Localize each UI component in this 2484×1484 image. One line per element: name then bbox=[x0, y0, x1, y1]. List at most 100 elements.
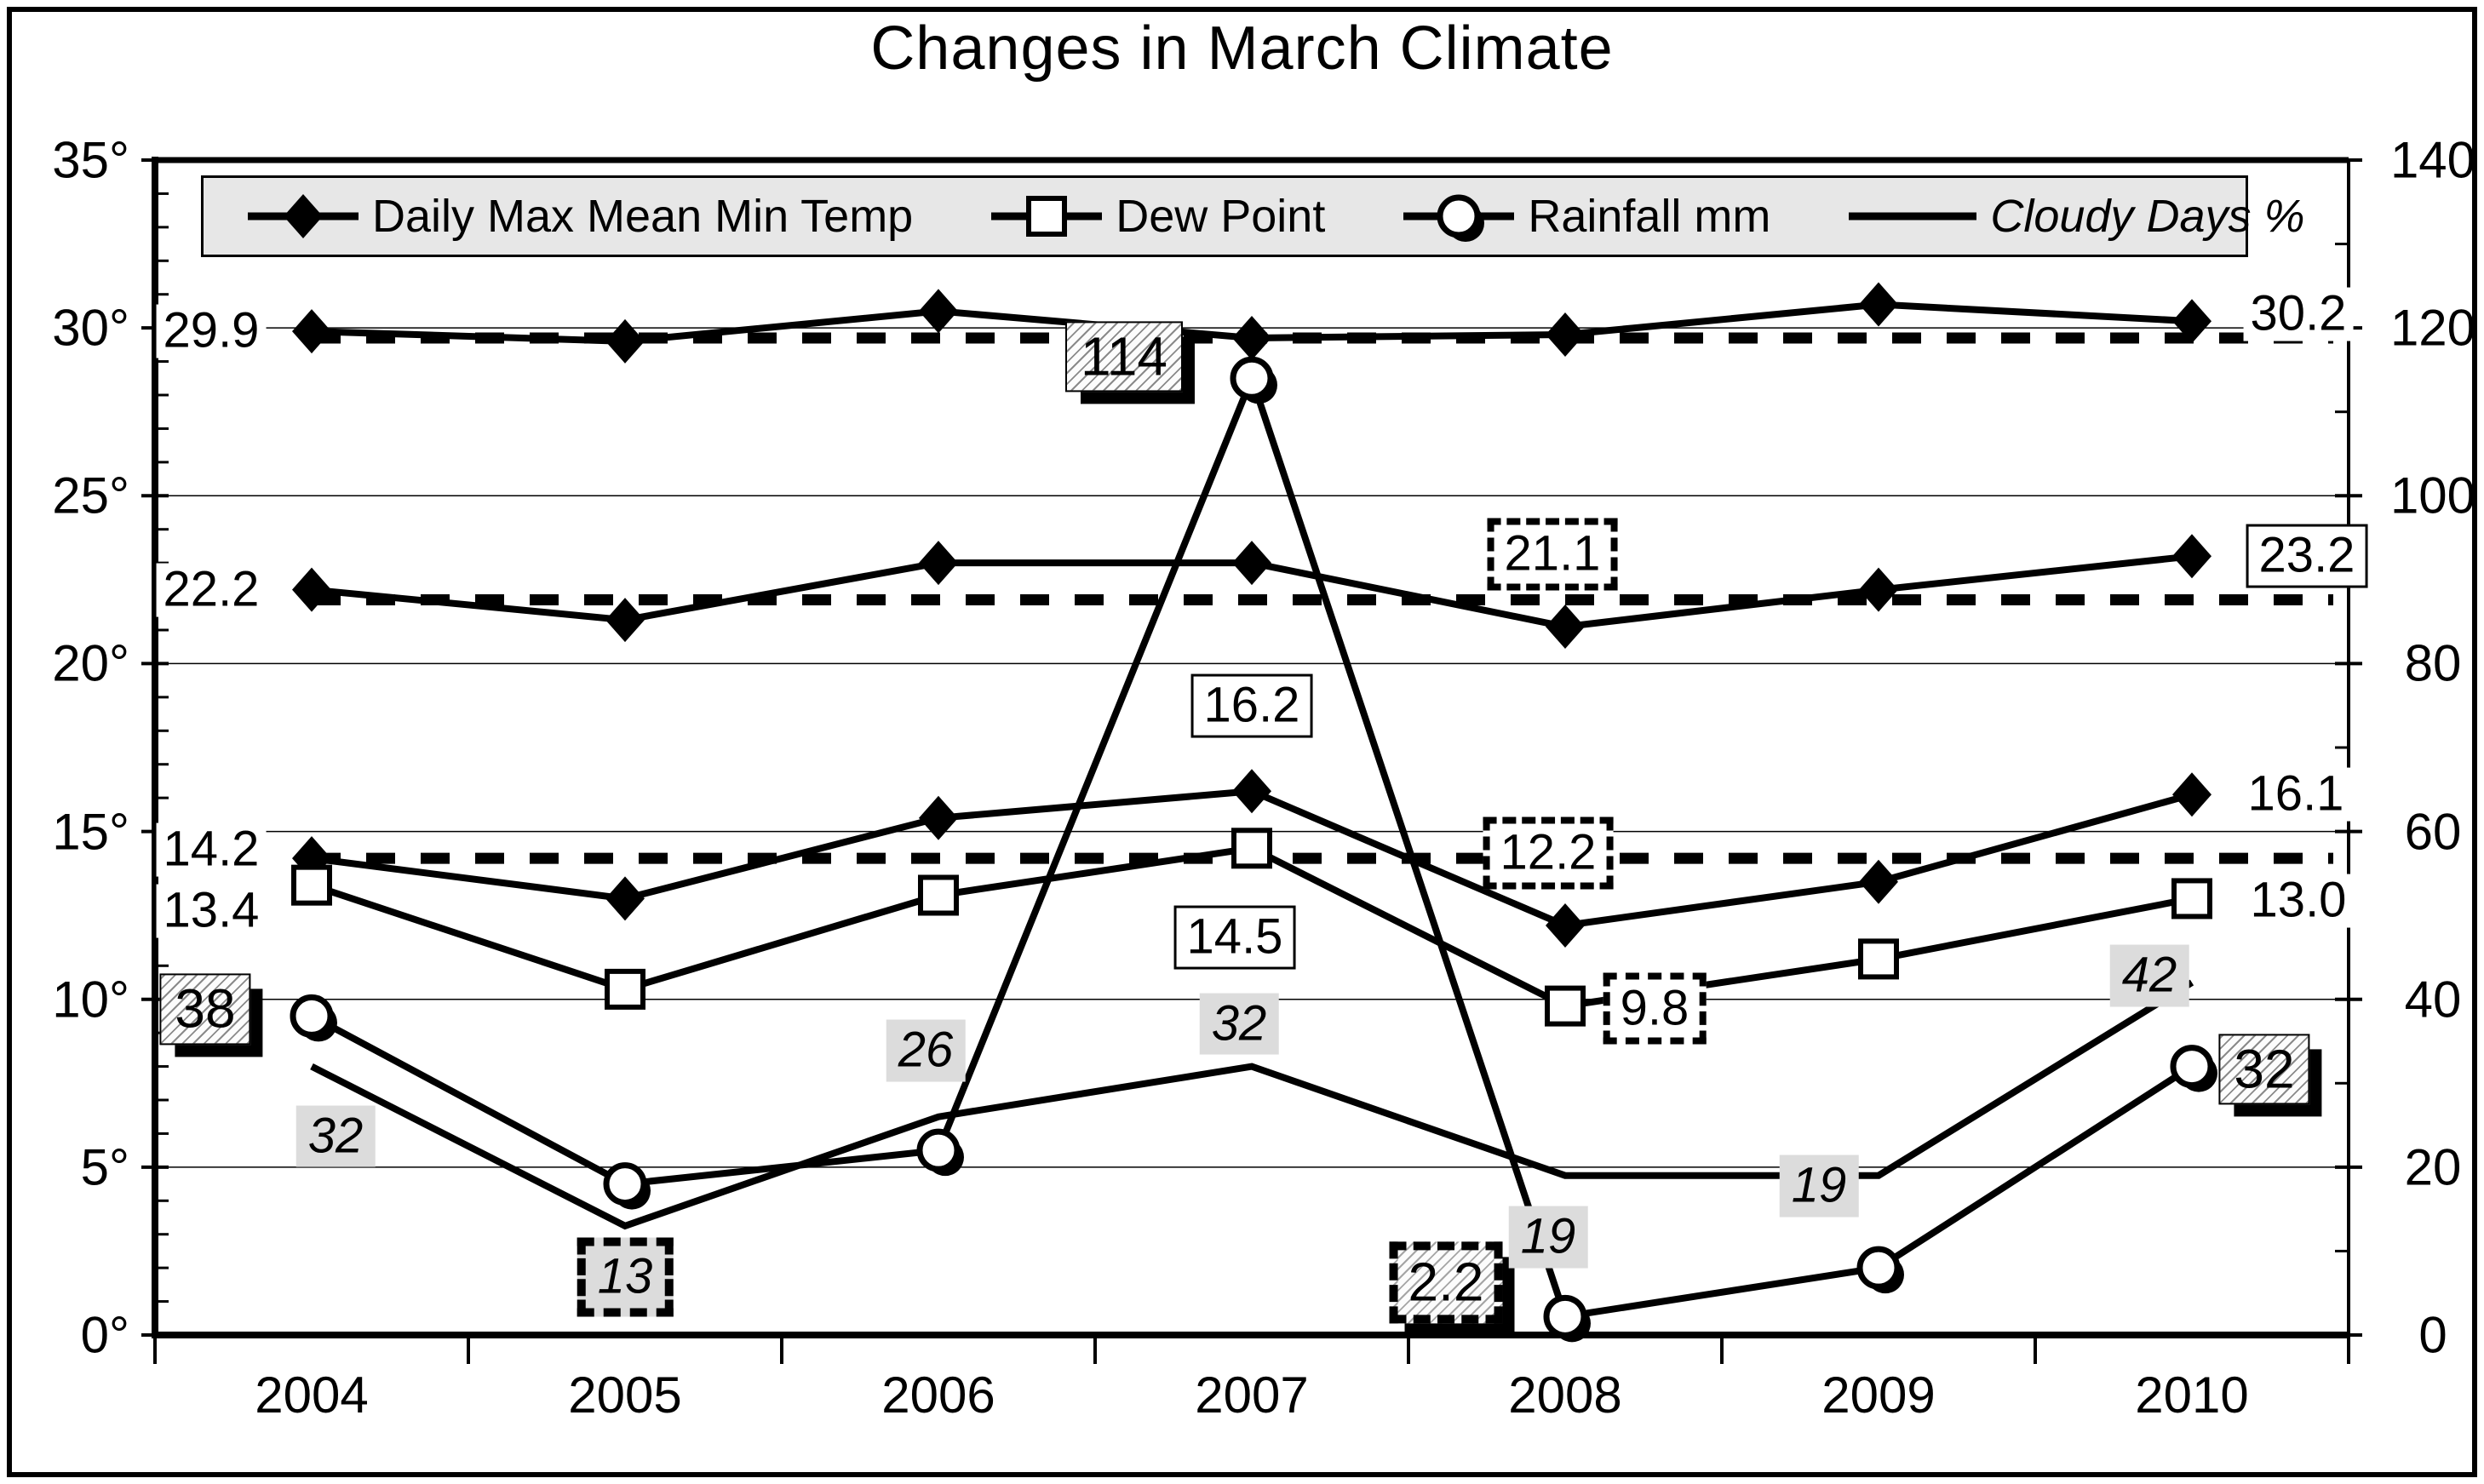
x-axis-tick-label: 2009 bbox=[1821, 1367, 1936, 1424]
circle-marker-icon bbox=[290, 994, 334, 1038]
y-axis-tick-label: 10° bbox=[52, 971, 129, 1028]
y-axis-tick-label: 25° bbox=[52, 467, 129, 524]
diamond-marker-icon bbox=[1546, 312, 1585, 358]
data-label-daily-max-2010: 30.2 bbox=[2243, 287, 2354, 341]
data-label-dew-point-2007: 14.5 bbox=[1173, 905, 1296, 970]
y2-axis-tick-label: 60 bbox=[2404, 803, 2462, 861]
circle-marker-icon bbox=[603, 1162, 647, 1206]
circle-legend-icon bbox=[1403, 194, 1515, 242]
diamond-marker-icon bbox=[1546, 902, 1585, 948]
circle-marker-icon bbox=[1543, 1294, 1587, 1338]
data-label-dew-point-2010: 13.0 bbox=[2243, 874, 2354, 928]
legend-item-label: Dew Point bbox=[1116, 191, 1326, 242]
diamond-legend-icon bbox=[248, 194, 359, 238]
chart-title: Changes in March Climate bbox=[870, 14, 1614, 83]
legend-item-square: Dew Point bbox=[991, 189, 1325, 244]
diamond-marker-icon bbox=[1232, 315, 1271, 360]
diamond-marker-icon bbox=[1859, 567, 1898, 612]
diamond-marker-icon bbox=[919, 795, 958, 840]
data-label-daily-min-2004: 14.2 bbox=[156, 822, 267, 877]
diamond-marker-icon bbox=[605, 318, 645, 364]
data-label-cloudy-2007: 32 bbox=[1199, 993, 1279, 1056]
y-axis-tick-label: 5° bbox=[80, 1138, 129, 1196]
y2-axis-tick-label: 140 bbox=[2389, 131, 2476, 189]
data-label-dew-point-2008: 9.8 bbox=[1603, 972, 1707, 1046]
diamond-marker-icon bbox=[919, 289, 958, 334]
circle-marker-icon bbox=[1230, 356, 1274, 400]
diamond-marker-icon bbox=[1232, 769, 1271, 814]
square-marker-icon bbox=[291, 864, 332, 906]
diamond-marker-icon bbox=[292, 567, 331, 612]
series-line-cloudy bbox=[310, 979, 2194, 1230]
legend-item-diamond: Daily Max Mean Min Temp bbox=[248, 189, 913, 244]
y-axis-tick-label: 20° bbox=[52, 634, 129, 692]
y-axis-tick-label: 15° bbox=[52, 803, 129, 861]
diamond-marker-icon bbox=[2172, 299, 2212, 344]
circle-marker-icon bbox=[1856, 1246, 1901, 1290]
legend-item-label: Daily Max Mean Min Temp bbox=[372, 191, 914, 242]
y2-axis-tick-label: 20 bbox=[2404, 1138, 2462, 1196]
y2-axis-tick-label: 120 bbox=[2389, 299, 2476, 357]
square-marker-icon bbox=[1858, 938, 1899, 980]
data-label-daily-mean-2008: 21.1 bbox=[1487, 518, 1618, 591]
square-marker-icon bbox=[1545, 985, 1586, 1027]
circle-marker-icon bbox=[916, 1128, 961, 1172]
x-axis-tick-label: 2007 bbox=[1195, 1367, 1309, 1424]
diamond-marker-icon bbox=[2172, 772, 2212, 817]
chart-legend: Daily Max Mean Min Temp Dew Point Rainfall… bbox=[201, 175, 2305, 257]
data-label-daily-mean-2010: 23.2 bbox=[2246, 524, 2368, 588]
y-axis-tick-label: 30° bbox=[52, 299, 129, 357]
data-label-daily-max-2004: 29.9 bbox=[156, 304, 267, 358]
diamond-marker-icon bbox=[1232, 541, 1271, 586]
y-axis-tick-label: 35° bbox=[52, 131, 129, 189]
diamond-marker-icon bbox=[2172, 534, 2212, 579]
y2-axis-tick-label: 100 bbox=[2389, 467, 2476, 524]
legend-item-label: Rainfall mm bbox=[1528, 191, 1771, 242]
square-marker-icon bbox=[605, 968, 645, 1010]
data-label-dew-point-2004: 13.4 bbox=[156, 884, 267, 938]
data-label-daily-min-2007: 16.2 bbox=[1190, 673, 1313, 738]
legend-item-circle: Rainfall mm bbox=[1403, 189, 1770, 244]
square-legend-icon bbox=[991, 196, 1103, 237]
diamond-marker-icon bbox=[919, 541, 958, 586]
data-label-rainfall-2004: 38 bbox=[159, 973, 251, 1046]
data-label-cloudy-2005: 13 bbox=[577, 1237, 674, 1317]
y2-axis-tick-label: 0 bbox=[2418, 1306, 2447, 1364]
chart-outer-border bbox=[7, 7, 2477, 1477]
y2-axis-tick-label: 80 bbox=[2404, 634, 2462, 692]
data-label-cloudy-2004: 32 bbox=[295, 1105, 376, 1168]
data-label-daily-mean-2004: 22.2 bbox=[156, 563, 267, 617]
square-marker-icon bbox=[1231, 828, 1272, 869]
diamond-marker-icon bbox=[284, 194, 323, 238]
data-label-daily-min-2008: 12.2 bbox=[1483, 816, 1614, 890]
diamond-marker-icon bbox=[292, 309, 331, 354]
x-axis-tick-label: 2008 bbox=[1508, 1367, 1622, 1424]
x-axis-tick-label: 2006 bbox=[881, 1367, 995, 1424]
data-label-cloudy-2010: 42 bbox=[2109, 944, 2189, 1007]
circle-marker-icon bbox=[2170, 1045, 2214, 1089]
y-axis-tick-label: 0° bbox=[80, 1306, 129, 1364]
circle-marker-icon bbox=[1437, 194, 1481, 238]
square-marker-icon bbox=[2171, 878, 2212, 920]
y2-axis-tick-label: 40 bbox=[2404, 971, 2462, 1028]
square-marker-icon bbox=[1026, 196, 1068, 237]
data-label-cloudy-2009: 19 bbox=[1779, 1155, 1859, 1218]
x-axis-tick-label: 2005 bbox=[568, 1367, 682, 1424]
data-label-daily-min-2010: 16.1 bbox=[2240, 767, 2351, 822]
x-axis-tick-label: 2004 bbox=[255, 1367, 369, 1424]
diamond-marker-icon bbox=[605, 876, 645, 921]
diamond-marker-icon bbox=[1859, 859, 1898, 904]
line-legend-icon bbox=[1849, 212, 1977, 221]
square-marker-icon bbox=[918, 874, 959, 916]
data-label-cloudy-2006: 26 bbox=[886, 1019, 966, 1082]
data-label-cloudy-2008: 19 bbox=[1508, 1206, 1588, 1269]
data-label-rainfall-2008: 2.2 bbox=[1389, 1241, 1503, 1323]
diamond-marker-icon bbox=[1859, 282, 1898, 327]
x-axis-tick-label: 2010 bbox=[2135, 1367, 2249, 1424]
diamond-marker-icon bbox=[1546, 604, 1585, 650]
legend-item-label: Cloudy Days % bbox=[1990, 191, 2305, 242]
data-label-rainfall-2010: 32 bbox=[2218, 1033, 2310, 1105]
data-label-rainfall-2007: 114 bbox=[1064, 321, 1184, 392]
diamond-marker-icon bbox=[605, 598, 645, 643]
